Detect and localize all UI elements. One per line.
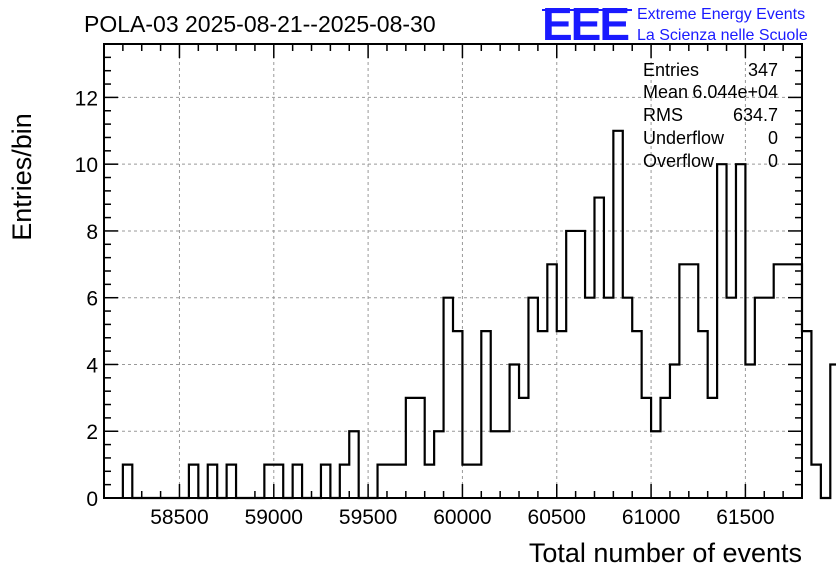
- histogram-bin: [274, 465, 283, 498]
- histogram-bin: [510, 364, 519, 498]
- histogram-bin: [264, 465, 273, 498]
- x-tick-label: 60000: [433, 506, 491, 529]
- histogram-bin: [670, 364, 679, 498]
- y-tick-label: 4: [86, 354, 98, 377]
- histogram-bin: [538, 331, 547, 498]
- histogram-bin: [783, 264, 792, 498]
- histogram-bin: [189, 465, 198, 498]
- histogram-bin: [708, 398, 717, 498]
- histogram-bin: [321, 465, 330, 498]
- x-axis-label: Total number of events: [529, 538, 802, 568]
- x-tick-label: 59000: [245, 506, 303, 529]
- stats-underflow-label: Underflow: [643, 128, 725, 148]
- histogram-bin: [736, 164, 745, 498]
- histogram-bin: [642, 398, 651, 498]
- histogram-bin: [698, 331, 707, 498]
- histogram-bin: [774, 264, 783, 498]
- logo-line-1: Extreme Energy Events: [637, 6, 805, 23]
- histogram-bin: [594, 198, 603, 498]
- chart-title: POLA-03 2025-08-21--2025-08-30: [84, 11, 436, 37]
- histogram-bin: [613, 131, 622, 498]
- stats-rms-label: RMS: [643, 105, 683, 125]
- x-tick-label: 61500: [716, 506, 774, 529]
- histogram-bin: [453, 331, 462, 498]
- histogram-bin: [208, 465, 217, 498]
- histogram-bin: [500, 431, 509, 498]
- histogram-bin: [679, 264, 688, 498]
- histogram-bin: [830, 364, 836, 498]
- histogram-bins: [123, 97, 836, 498]
- histogram-bin: [651, 431, 660, 498]
- y-tick-label: 12: [75, 87, 98, 110]
- histogram-bin: [566, 231, 575, 498]
- histogram-bin: [293, 465, 302, 498]
- x-tick-label: 58500: [150, 506, 208, 529]
- histogram-bin: [378, 465, 387, 498]
- stats-overflow-value: 0: [768, 151, 778, 171]
- histogram-bin: [755, 298, 764, 498]
- y-tick-label: 10: [75, 154, 98, 177]
- histogram-bin: [632, 331, 641, 498]
- stats-mean-label: Mean: [643, 82, 688, 102]
- histogram-bin: [444, 298, 453, 498]
- stats-entries-label: Entries: [643, 60, 699, 80]
- histogram-bin: [481, 331, 490, 498]
- stats-entries-value: 347: [748, 60, 778, 80]
- eee-logo: EEE Extreme Energy Events La Scienza nel…: [542, 0, 808, 50]
- histogram-bin: [585, 298, 594, 498]
- histogram-bin: [528, 298, 537, 498]
- histogram-bin: [802, 331, 811, 498]
- y-axis-label: Entries/bin: [7, 113, 37, 241]
- histogram-bin: [396, 465, 405, 498]
- histogram-bin: [472, 465, 481, 498]
- histogram-bin: [227, 465, 236, 498]
- y-tick-label: 6: [86, 288, 98, 311]
- y-tick-label: 2: [86, 421, 98, 444]
- axis-ticks: 58500 59000 59500 60000 60500 61000 61500 0 2 4 6 8…: [75, 43, 803, 529]
- histogram-bin: [519, 398, 528, 498]
- histogram-bin: [491, 431, 500, 498]
- stats-underflow-value: 0: [768, 128, 778, 148]
- histogram-bin: [462, 465, 471, 498]
- histogram-bin: [623, 298, 632, 498]
- histogram-bin: [745, 364, 754, 498]
- histogram-bin: [123, 465, 132, 498]
- logo-line-2: La Scienza nelle Scuole: [637, 27, 808, 44]
- x-tick-label: 61000: [622, 506, 680, 529]
- histogram-bin: [576, 231, 585, 498]
- y-tick-label: 8: [86, 221, 98, 244]
- histogram-bin: [717, 164, 726, 498]
- histogram-bin: [547, 264, 556, 498]
- histogram-bin: [661, 398, 670, 498]
- histogram-bin: [434, 431, 443, 498]
- histogram-bin: [349, 431, 358, 498]
- x-tick-label: 60500: [528, 506, 586, 529]
- histogram-bin: [689, 264, 698, 498]
- histogram-bin: [406, 398, 415, 498]
- histogram-bin: [425, 465, 434, 498]
- stats-mean-value: 6.044e+04: [692, 82, 778, 102]
- histogram-bin: [387, 465, 396, 498]
- histogram-bin: [727, 298, 736, 498]
- stats-box: Entries 347 Mean 6.044e+04 RMS 634.7 Und…: [643, 60, 778, 171]
- histogram-bin: [557, 331, 566, 498]
- logo-text: EEE: [542, 0, 628, 50]
- stats-overflow-label: Overflow: [643, 151, 715, 171]
- histogram-bin: [604, 298, 613, 498]
- histogram-bin: [415, 398, 424, 498]
- y-tick-label: 0: [86, 488, 98, 511]
- histogram-bin: [764, 298, 773, 498]
- x-tick-label: 59500: [339, 506, 397, 529]
- histogram-bin: [811, 465, 820, 498]
- stats-rms-value: 634.7: [733, 105, 778, 125]
- histogram-bin: [340, 465, 349, 498]
- histogram-bin: [793, 264, 802, 498]
